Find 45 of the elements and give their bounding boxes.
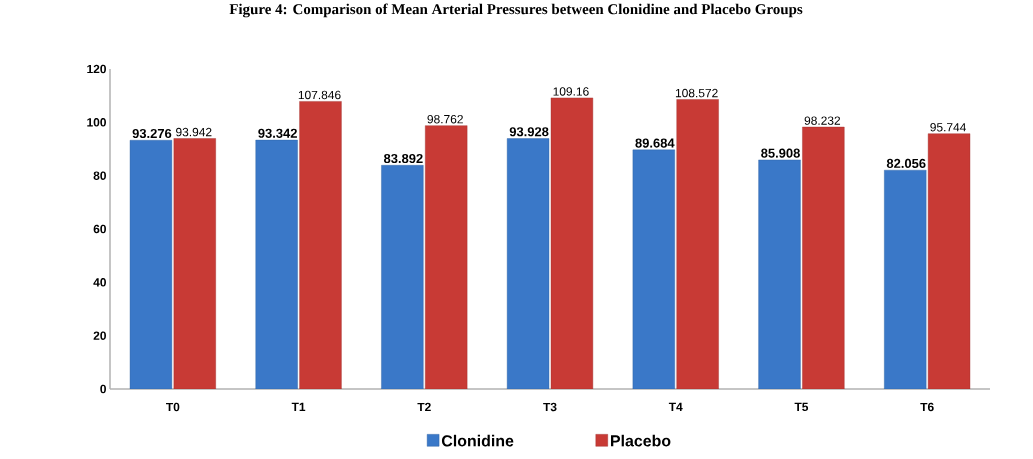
- legend-label: Clonidine: [441, 434, 514, 447]
- x-tick-label: T1: [291, 402, 306, 411]
- bar: [802, 126, 845, 389]
- x-tick-label: T0: [166, 402, 180, 412]
- bar: [255, 139, 298, 389]
- y-tick-label: 40: [93, 278, 106, 287]
- x-tick-label: T2: [417, 402, 431, 412]
- bar: [550, 97, 594, 389]
- x-tick-label: T6: [920, 402, 934, 412]
- y-tick-label: 80: [93, 171, 106, 180]
- bar: [173, 138, 216, 389]
- data-label: 82.056: [886, 158, 926, 168]
- data-label: 85.908: [761, 148, 800, 158]
- y-tick-label: 100: [87, 118, 106, 127]
- y-tick-label: 60: [93, 224, 106, 234]
- y-tick-label: 120: [87, 64, 106, 74]
- x-tick-label: T5: [794, 402, 809, 412]
- bar: [884, 169, 927, 389]
- data-label: 93.342: [258, 128, 297, 138]
- y-tick-label: 0: [100, 384, 106, 394]
- bar: [758, 159, 801, 389]
- bar: [927, 133, 971, 389]
- data-label: 95.744: [930, 123, 966, 132]
- bar: [129, 140, 173, 389]
- bar: [676, 99, 719, 389]
- data-label: 83.892: [383, 153, 423, 164]
- data-label: 93.276: [132, 128, 172, 139]
- bar: [632, 149, 675, 389]
- legend-label: Placebo: [611, 434, 671, 447]
- data-label: 98.232: [804, 116, 841, 125]
- bar: [425, 125, 468, 389]
- data-label: 89.684: [635, 138, 675, 148]
- bar: [381, 165, 424, 389]
- data-label: 93.928: [509, 127, 549, 137]
- y-tick-label: 20: [93, 331, 106, 340]
- data-label: 107.846: [298, 90, 341, 100]
- bar: [506, 138, 550, 389]
- chart-title: Figure 4: Comparison of Mean Arterial Pressures between Clonidine and Placebo Groups: [229, 3, 803, 18]
- data-label: 109.16: [553, 87, 589, 96]
- data-label: 108.572: [675, 88, 718, 98]
- data-label: 98.762: [427, 114, 463, 124]
- data-label: 93.942: [176, 127, 212, 137]
- x-tick-label: T4: [668, 402, 683, 411]
- x-tick-label: T3: [543, 402, 557, 412]
- bar: [299, 101, 342, 389]
